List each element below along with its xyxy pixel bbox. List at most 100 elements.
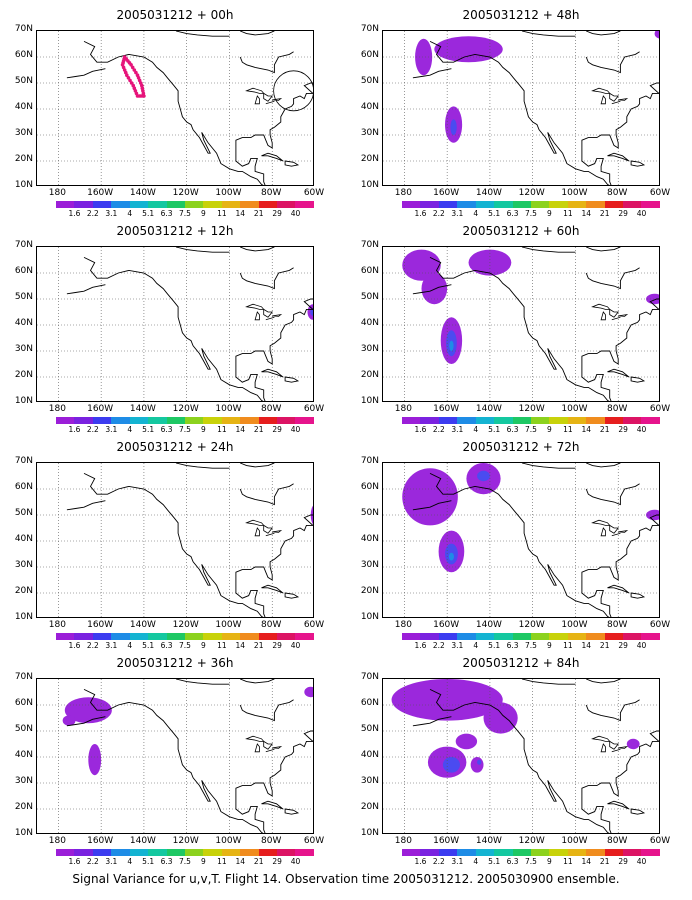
latitude-tick-label: 40N [360,534,379,544]
lake-outline [245,303,265,310]
latitude-tick-label: 70N [14,24,33,34]
latitude-tick-label: 70N [360,672,379,682]
latitude-tick-label: 70N [14,672,33,682]
colorbar-label: 21 [253,425,264,434]
colorbar-swatch [203,849,222,856]
latitude-tick-label: 70N [360,240,379,250]
panel-title: 2005031212 + 24h [116,440,234,454]
colorbar-swatch [623,633,642,640]
lake-outline [591,519,611,526]
colorbar-label: 7.5 [525,209,537,218]
colorbar-label: 3.1 [451,209,464,218]
coastline [175,679,230,685]
map-plot [382,30,660,186]
longitude-tick-label: 160W [87,620,114,630]
lake-outline [254,743,260,753]
coastline [521,679,576,685]
longitude-tick-label: 60W [649,620,671,630]
colorbar-swatch [457,417,476,424]
observation-point [130,65,135,70]
map-plot [36,30,314,186]
colorbar-label: 40 [636,857,647,866]
longitude-tick-label: 180 [48,404,66,414]
variance-contour [654,31,659,39]
variance-contour [450,119,457,135]
map-canvas [37,463,313,617]
latitude-tick-label: 50N [360,508,379,518]
longitude-tick-label: 60W [303,404,325,414]
colorbar-swatch [203,417,222,424]
observation-point [134,70,138,75]
latitude-tick-label: 20N [14,154,33,164]
colorbar-label: 7.5 [525,425,537,434]
coastline [581,82,659,185]
colorbar-swatch [438,417,458,424]
coastline [586,463,621,468]
colorbar-swatch [494,417,513,424]
variance-contour [646,509,659,521]
lake-outline [265,748,275,753]
latitude-tick-label: 30N [14,560,33,570]
coastline [586,31,621,36]
colorbar-swatch [494,633,513,640]
colorbar-label: 9 [201,209,206,218]
coastline [586,247,621,252]
colorbar-swatch [166,633,185,640]
coastline [240,31,275,36]
colorbar-label: 3.1 [451,641,464,650]
colorbar-swatch [438,633,458,640]
colorbar-label: 5.1 [488,857,501,866]
colorbar-swatch [567,849,587,856]
colorbar-swatch [129,417,149,424]
colorbar-label: 1.6 [68,857,81,866]
variance-contour [64,697,112,724]
colorbar-swatch [240,417,259,424]
latitude-tick-label: 10N [14,828,33,838]
colorbar-swatch [184,201,204,208]
coastline [607,152,630,162]
colorbar-label: 1.6 [414,641,427,650]
colorbar-swatch [129,201,149,208]
longitude-tick-label: 140W [129,188,156,198]
lake-outline [618,97,629,101]
map-plot [36,462,314,618]
colorbar-label: 1.6 [68,641,81,650]
longitude-tick-label: 120W [518,404,545,414]
coastline [235,82,313,185]
latitude-tick-label: 30N [14,776,33,786]
colorbar-label: 9 [547,425,552,434]
latitude-tick-label: 70N [360,24,379,34]
longitude-tick-label: 120W [518,620,545,630]
colorbar-label: 21 [599,857,610,866]
colorbar-label: 1.6 [414,425,427,434]
colorbar-label: 3.1 [105,209,118,218]
latitude-tick-label: 70N [14,240,33,250]
colorbar [402,849,660,856]
lake-outline [611,532,621,537]
colorbar-label: 40 [290,209,301,218]
latitude-tick-label: 30N [360,128,379,138]
colorbar-label: 6.3 [160,641,173,650]
lake-outline [591,87,611,94]
coastline [607,800,630,810]
variance-contour [434,36,503,63]
latitude-tick-label: 10N [360,396,379,406]
colorbar-label: 11 [563,857,573,866]
latitude-tick-label: 10N [360,612,379,622]
colorbar-swatch [129,633,149,640]
panel-title: 2005031212 + 72h [462,440,580,454]
coastline [66,68,106,79]
colorbar-label: 4 [127,425,133,434]
coastline [284,160,300,167]
coastline [261,368,284,378]
longitude-tick-label: 120W [172,188,199,198]
colorbar-label: 29 [272,425,282,434]
colorbar-label: 9 [547,857,552,866]
coastline [412,500,452,511]
latitude-tick-label: 50N [360,724,379,734]
coastline [630,160,646,167]
colorbar-swatch [203,633,222,640]
colorbar-label: 3.1 [105,641,118,650]
longitude-tick-label: 160W [433,836,460,846]
colorbar-label: 5.1 [142,425,155,434]
